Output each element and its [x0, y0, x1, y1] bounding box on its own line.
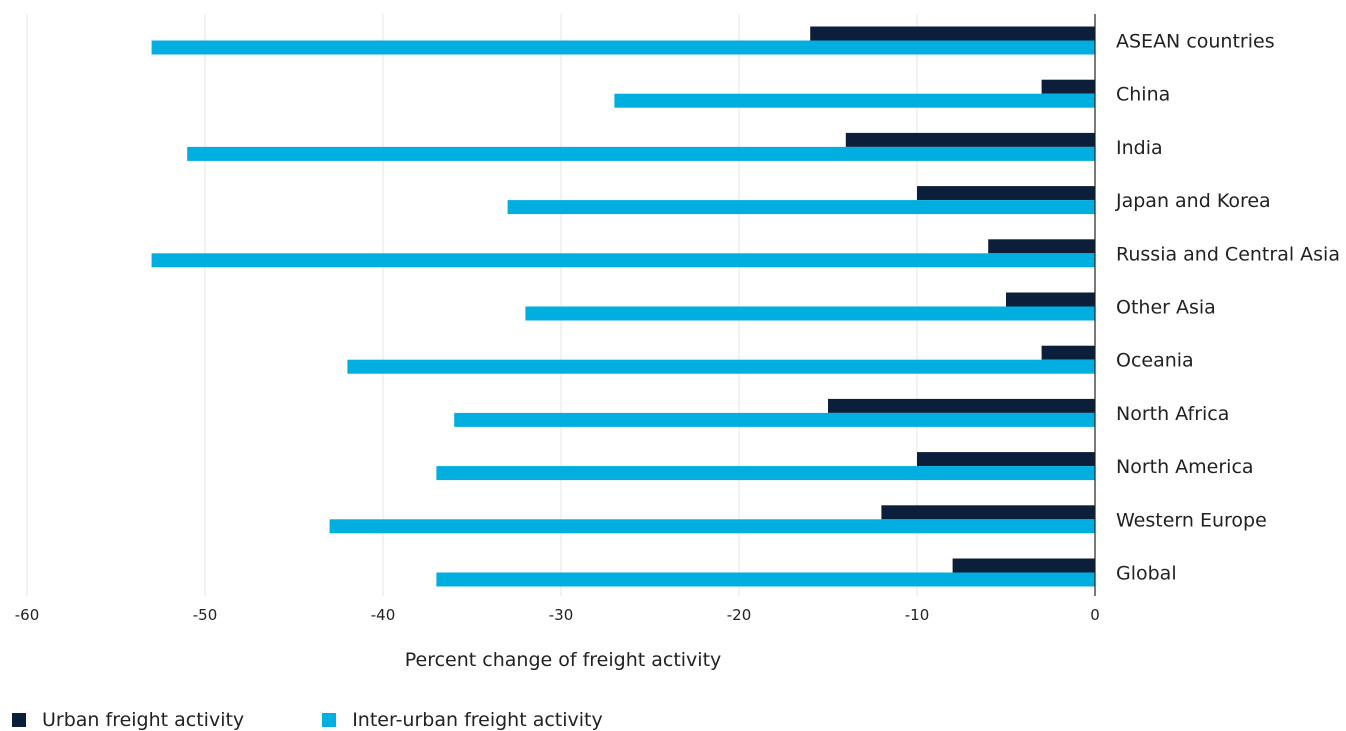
x-tick-label: -50	[193, 606, 218, 624]
bar-urban	[1041, 79, 1095, 94]
bar-inter-urban	[525, 306, 1095, 321]
x-tick-label: -20	[727, 606, 752, 624]
legend-item-urban: Urban freight activity	[12, 709, 244, 731]
bar-inter-urban	[436, 572, 1095, 587]
category-label: ASEAN countries	[1116, 31, 1275, 53]
bars	[151, 26, 1096, 587]
x-tick-label: -30	[549, 606, 574, 624]
bar-inter-urban	[187, 146, 1095, 161]
category-label: Global	[1116, 563, 1177, 585]
x-tick-label: -10	[905, 606, 930, 624]
category-label: Russia and Central Asia	[1116, 243, 1340, 265]
bar-inter-urban	[507, 200, 1096, 215]
bar-urban	[917, 452, 1095, 467]
legend-label-urban: Urban freight activity	[42, 709, 245, 731]
bar-inter-urban	[436, 466, 1095, 481]
bar-inter-urban	[614, 93, 1095, 108]
bar-urban	[845, 132, 1095, 147]
x-tick-label: -40	[371, 606, 396, 624]
category-label: North Africa	[1116, 403, 1229, 425]
bar-urban	[810, 26, 1095, 41]
legend-swatch-inter-urban	[322, 713, 337, 727]
category-label: Other Asia	[1116, 297, 1216, 319]
bar-chart: -60 -50 -40 -30 -20 -10 0 ASEAN countries China…	[15, 14, 1340, 671]
bar-inter-urban	[329, 519, 1096, 534]
category-labels: ASEAN countries China India Japan and Korea…	[1115, 31, 1340, 585]
legend-item-inter-urban: Inter-urban freight activity	[322, 709, 603, 731]
bar-inter-urban	[454, 412, 1095, 427]
bar-inter-urban	[347, 359, 1095, 374]
x-axis-title: Percent change of freight activity	[405, 649, 722, 671]
bar-urban	[881, 505, 1095, 520]
bar-urban	[828, 398, 1095, 413]
bar-urban	[988, 239, 1095, 254]
x-tick-label: 0	[1090, 606, 1100, 624]
bar-inter-urban	[151, 253, 1096, 268]
category-label: Japan and Korea	[1115, 190, 1271, 212]
legend: Urban freight activity Inter-urban freig…	[12, 709, 681, 731]
legend-swatch-urban	[12, 713, 26, 727]
category-label: Oceania	[1116, 350, 1194, 372]
bar-urban	[1041, 345, 1095, 360]
x-tick-label: -60	[15, 606, 40, 624]
bar-urban	[1006, 292, 1095, 307]
bar-inter-urban	[151, 40, 1096, 55]
category-label: Western Europe	[1116, 509, 1267, 531]
category-label: China	[1116, 84, 1170, 106]
category-label: North America	[1116, 456, 1254, 478]
bar-urban	[917, 186, 1095, 201]
category-label: India	[1116, 137, 1163, 159]
bar-urban	[952, 558, 1095, 573]
legend-label-inter-urban: Inter-urban freight activity	[352, 709, 603, 731]
x-tick-labels: -60 -50 -40 -30 -20 -10 0	[15, 606, 1100, 624]
